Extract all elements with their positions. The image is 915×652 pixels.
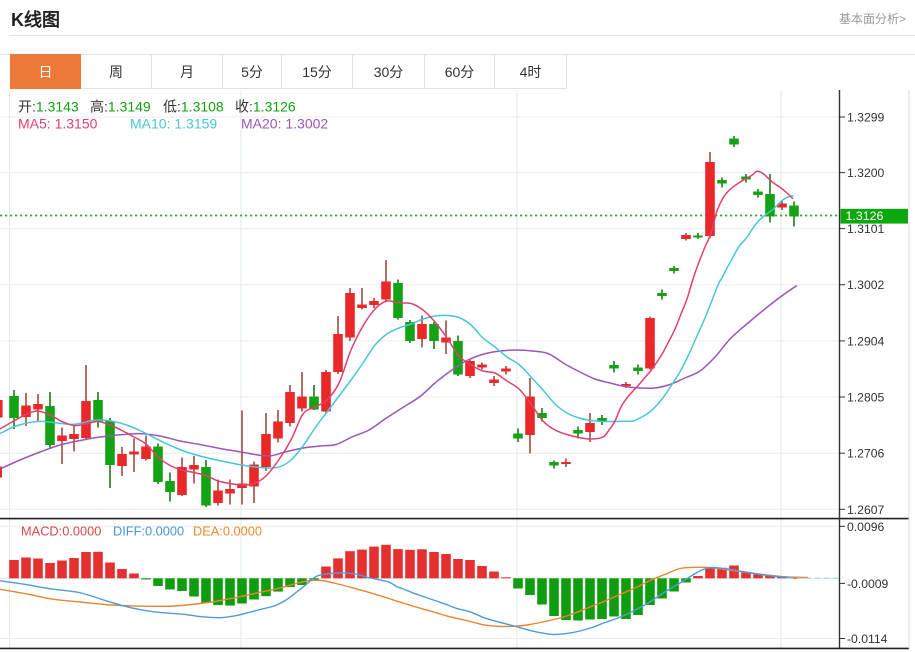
svg-text:1.3299: 1.3299 [847, 111, 884, 125]
svg-text:-0.0009: -0.0009 [847, 577, 889, 591]
svg-text:1.3126: 1.3126 [846, 209, 884, 223]
svg-text:1.2805: 1.2805 [847, 391, 884, 405]
svg-text:1.3200: 1.3200 [847, 166, 884, 180]
svg-text:1.3101: 1.3101 [847, 222, 884, 236]
svg-text:1.3002: 1.3002 [847, 278, 884, 292]
svg-text:-0.0114: -0.0114 [847, 632, 888, 646]
svg-text:1.2607: 1.2607 [847, 503, 884, 517]
svg-text:0.0096: 0.0096 [847, 520, 884, 534]
svg-text:1.2904: 1.2904 [847, 334, 884, 348]
svg-text:1.2706: 1.2706 [847, 447, 884, 461]
